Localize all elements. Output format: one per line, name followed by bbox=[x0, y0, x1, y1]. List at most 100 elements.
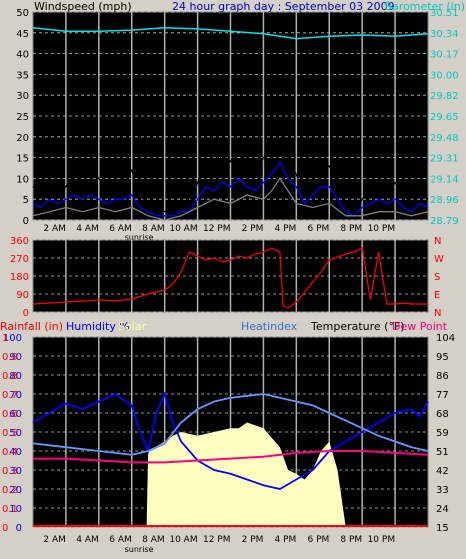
wind-tick-3: 15 bbox=[16, 154, 29, 165]
x-tick-label-9: 8 PM bbox=[340, 224, 362, 234]
rain-tick-3: 0.3 bbox=[2, 466, 18, 477]
x-tick-label-0: 2 AM bbox=[43, 224, 66, 234]
dir-tick-0: 0 bbox=[23, 308, 29, 319]
baro-tick-6: 29.82 bbox=[430, 91, 459, 102]
bottom-x-axis: 2 AM 4 AM 6 AM 8 AM 10 AM 12 PM 2 PM 4 PM 6 PM 8 … bbox=[43, 535, 395, 545]
wind-tick-10: 50 bbox=[16, 8, 29, 19]
humidity-tick-9: 90 bbox=[9, 352, 22, 363]
temp-tick-7: 77 bbox=[436, 390, 449, 401]
dir-compass-3: W bbox=[434, 254, 444, 265]
mid-series bbox=[32, 247, 428, 309]
bottom-series-1 bbox=[32, 391, 429, 490]
rain-tick-6: 0.6 bbox=[2, 409, 18, 420]
legend-heatindex: Heatindex bbox=[241, 320, 298, 333]
dir-compass-0: N bbox=[434, 308, 441, 319]
baro-tick-5: 29.65 bbox=[430, 112, 459, 123]
baro-tick-3: 29.31 bbox=[430, 154, 459, 165]
x-tick-label-4: 10 AM bbox=[169, 535, 197, 545]
dir-compass-4: N bbox=[434, 236, 441, 247]
temp-tick-5: 59 bbox=[436, 428, 449, 439]
x-tick-label-3: 8 AM bbox=[142, 535, 165, 545]
graph-title: 24 hour graph day : September 03 2009 bbox=[172, 0, 395, 13]
dir-tick-3: 270 bbox=[10, 254, 29, 265]
rain-tick-10: 1 bbox=[2, 333, 8, 344]
dir-tick-1: 90 bbox=[16, 290, 29, 301]
humidity-tick-1: 10 bbox=[9, 504, 22, 515]
sunrise-label-top: sunrise bbox=[125, 233, 154, 242]
baro-tick-7: 30.00 bbox=[430, 70, 459, 81]
rain-tick-7: 0.7 bbox=[2, 390, 18, 401]
rain-tick-0: 0 bbox=[2, 523, 8, 534]
humidity-tick-10: 100 bbox=[3, 333, 22, 344]
x-tick-label-4: 10 AM bbox=[169, 224, 197, 234]
x-tick-label-1: 4 AM bbox=[76, 535, 99, 545]
dir-series-0 bbox=[32, 247, 428, 309]
top-series-0 bbox=[32, 126, 429, 217]
mid-y-axis: 0 90 180 270 360 bbox=[10, 236, 29, 319]
legend-humidity: Humidity % bbox=[66, 320, 130, 333]
humidity-tick-0: 0 bbox=[16, 523, 22, 534]
baro-tick-1: 28.96 bbox=[430, 195, 459, 206]
x-tick-label-5: 12 PM bbox=[203, 535, 231, 545]
temp-tick-8: 86 bbox=[436, 371, 449, 382]
wind-tick-1: 5 bbox=[23, 195, 29, 206]
humidity-tick-6: 60 bbox=[9, 409, 22, 420]
bottom-series-3 bbox=[32, 393, 429, 456]
x-tick-label-10: 10 PM bbox=[368, 535, 396, 545]
barometer-axis-label: Barometer (in) bbox=[385, 0, 466, 13]
rain-tick-2: 0.2 bbox=[2, 485, 18, 496]
humidity-tick-8: 80 bbox=[9, 371, 22, 382]
x-tick-label-2: 6 AM bbox=[109, 224, 132, 234]
temp-tick-2: 33 bbox=[436, 485, 449, 496]
legend-dewpoint: Dew Point bbox=[392, 320, 448, 333]
wind-tick-2: 10 bbox=[16, 174, 29, 185]
x-tick-label-5: 12 PM bbox=[203, 224, 231, 234]
x-tick-label-10: 10 PM bbox=[368, 224, 396, 234]
legend-solar: Solar bbox=[118, 320, 147, 333]
bottom-y-axis: 010203040506070809010000.10.20.30.40.50.… bbox=[2, 333, 22, 534]
top-x-axis: 2 AM 4 AM 6 AM 8 AM 10 AM 12 PM 2 PM 4 PM 6 PM 8 … bbox=[43, 224, 395, 234]
baro-tick-4: 29.48 bbox=[430, 133, 459, 144]
rain-tick-1: 0.1 bbox=[2, 504, 18, 515]
x-tick-label-8: 6 PM bbox=[308, 535, 330, 545]
x-tick-label-7: 4 PM bbox=[275, 535, 297, 545]
x-tick-label-9: 8 PM bbox=[340, 535, 362, 545]
dir-compass-2: S bbox=[434, 272, 440, 283]
temp-tick-4: 51 bbox=[436, 447, 449, 458]
legend-rainfall: Rainfall (in) bbox=[0, 320, 63, 333]
x-tick-label-7: 4 PM bbox=[275, 224, 297, 234]
top-y-axis: 0 5 10 15 20 25 30 35 40 45 50 bbox=[16, 8, 29, 227]
wind-tick-9: 45 bbox=[16, 29, 29, 40]
temp-tick-9: 95 bbox=[436, 352, 449, 363]
top-series bbox=[32, 26, 429, 221]
baro-tick-10: 30.51 bbox=[430, 8, 459, 19]
bottom-series bbox=[32, 391, 429, 527]
dir-compass-1: E bbox=[434, 290, 440, 301]
baro-tick-0: 28.79 bbox=[430, 216, 459, 227]
dir-tick-2: 180 bbox=[10, 272, 29, 283]
wind-axis-label: Windspeed (mph) bbox=[34, 0, 132, 13]
humidity-tick-3: 30 bbox=[9, 466, 22, 477]
baro-tick-8: 30.17 bbox=[430, 50, 459, 61]
x-tick-label-2: 6 AM bbox=[109, 535, 132, 545]
temp-tick-6: 68 bbox=[436, 409, 449, 420]
rain-tick-4: 0.4 bbox=[2, 447, 18, 458]
legend-temperature: Temperature (°F) bbox=[310, 320, 405, 333]
wind-tick-5: 25 bbox=[16, 112, 29, 123]
top-y2-axis: 28.79 28.96 29.14 29.31 29.48 29.65 29.82 30.00… bbox=[430, 8, 459, 227]
bottom-y2-axis: 15 24 33 42 51 59 68 77 86 95 104 bbox=[436, 333, 455, 534]
wind-tick-0: 0 bbox=[23, 216, 29, 227]
temp-tick-10: 104 bbox=[436, 333, 455, 344]
rain-tick-8: 0.8 bbox=[2, 371, 18, 382]
bottom-series-4 bbox=[33, 450, 429, 464]
humidity-tick-2: 20 bbox=[9, 485, 22, 496]
baro-tick-9: 30.34 bbox=[430, 29, 459, 40]
dir-tick-4: 360 bbox=[10, 236, 29, 247]
bottom-series-0 bbox=[146, 422, 346, 527]
wind-tick-6: 30 bbox=[16, 91, 29, 102]
top-series-1 bbox=[32, 160, 429, 217]
temp-tick-1: 24 bbox=[436, 504, 449, 515]
top-series-3 bbox=[32, 26, 429, 40]
